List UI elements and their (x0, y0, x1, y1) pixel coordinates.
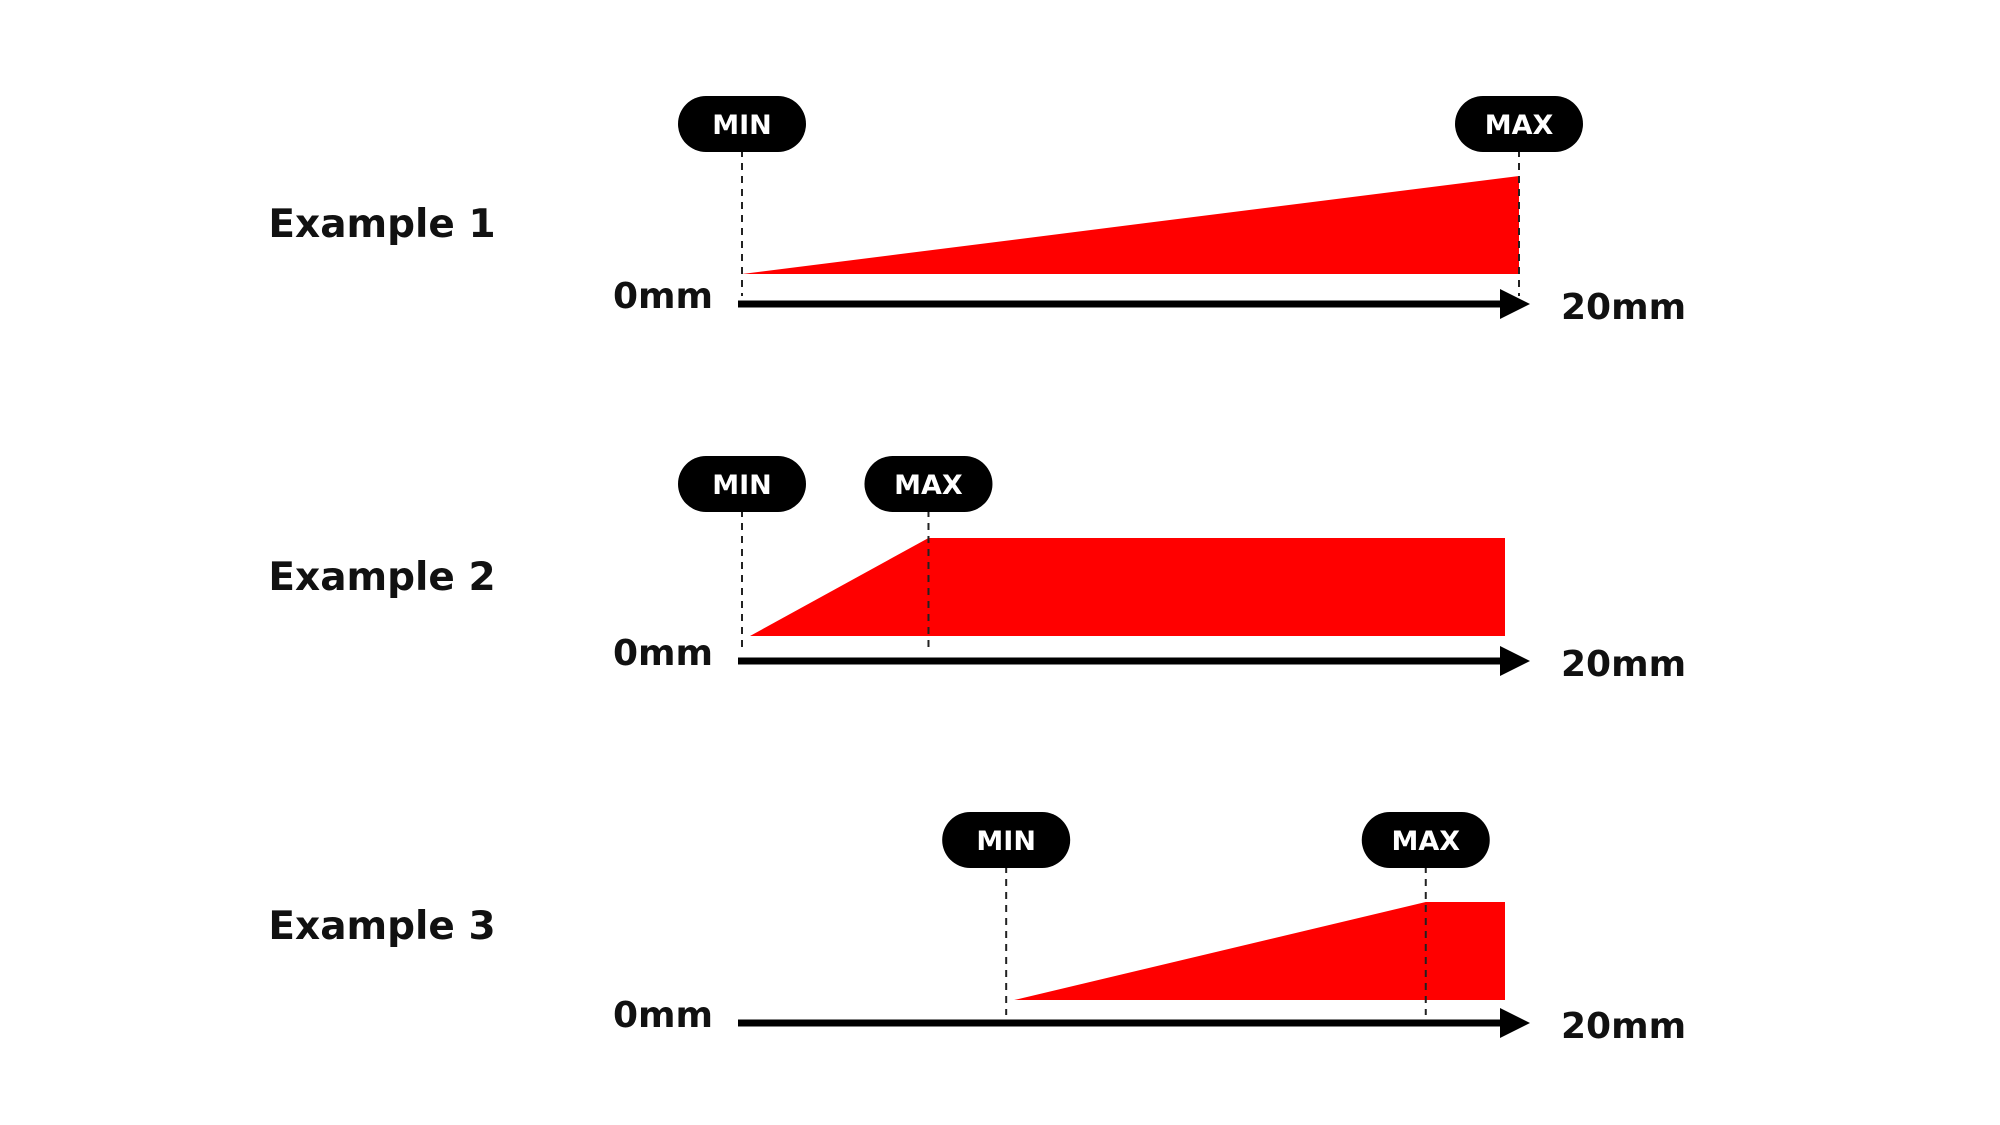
min-pill-label: MIN (712, 470, 772, 501)
max-marker: MAX (1455, 96, 1583, 152)
ramp-fill (750, 538, 1505, 636)
max-pill-label: MAX (894, 470, 963, 501)
max-marker: MAX (864, 456, 993, 512)
example-label: Example 1 (268, 202, 495, 247)
axis-arrowhead (1500, 646, 1530, 676)
axis-start-label: 0mm (613, 995, 713, 1036)
example-2: Example 2 MIN MAX 0mm 20mm (268, 456, 1686, 685)
ramp-fill (742, 176, 1519, 274)
max-pill-label: MAX (1485, 110, 1554, 141)
axis-arrowhead (1500, 1008, 1530, 1038)
min-pill-label: MIN (976, 826, 1036, 857)
max-pill (1361, 812, 1490, 868)
max-marker: MAX (1361, 812, 1490, 868)
max-pill-label: MAX (1391, 826, 1460, 857)
min-pill (678, 96, 806, 152)
axis-end-label: 20mm (1561, 287, 1686, 328)
min-marker: MIN (942, 812, 1071, 868)
min-marker: MIN (678, 96, 806, 152)
example-label: Example 2 (268, 555, 495, 600)
max-pill (864, 456, 993, 512)
axis-arrowhead (1500, 289, 1530, 319)
axis-start-label: 0mm (613, 276, 713, 317)
example-label: Example 3 (268, 904, 495, 949)
min-marker: MIN (678, 456, 806, 512)
axis-end-label: 20mm (1561, 1006, 1686, 1047)
max-pill (1455, 96, 1583, 152)
ramp-fill (1014, 902, 1505, 1000)
min-pill (678, 456, 806, 512)
example-1: Example 1 MIN MAX 0mm 20mm (268, 96, 1686, 328)
axis-end-label: 20mm (1561, 644, 1686, 685)
min-pill-label: MIN (712, 110, 772, 141)
min-pill (942, 812, 1071, 868)
example-3: Example 3 MIN MAX 0mm 20mm (268, 812, 1686, 1047)
axis-start-label: 0mm (613, 633, 713, 674)
